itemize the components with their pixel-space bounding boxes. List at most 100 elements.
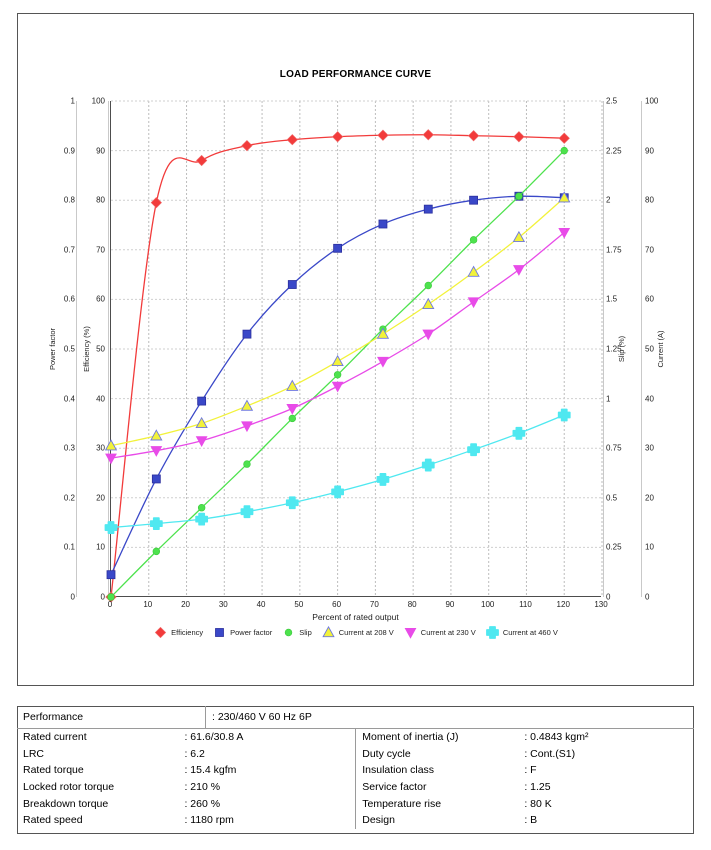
triangle-up-icon [322, 626, 335, 638]
data-point-triangle-down [558, 227, 571, 239]
data-point-circle [152, 547, 161, 556]
data-point-cross [467, 443, 480, 457]
data-point-triangle-up [467, 265, 480, 277]
axis-tick: 80 [96, 195, 105, 205]
data-point-cross [512, 426, 526, 440]
data-point-triangle-down [286, 404, 299, 415]
legend-item[interactable]: Current at 208 V [321, 626, 394, 639]
data-point-diamond [422, 129, 434, 141]
spec-label: Rated speed [23, 814, 83, 827]
x-axis-tick: 50 [294, 600, 304, 609]
data-point-circle [243, 460, 251, 468]
spec-value: : 260 % [184, 797, 221, 810]
axis-tick: 2 [606, 195, 611, 205]
axis-tick: 0.1 [63, 542, 75, 552]
table-row: Rated current: 61.6/30.8 A Moment of iner… [17, 729, 694, 746]
legend-item[interactable]: Power factor [212, 626, 272, 639]
axis-title-slip: Slip (%) [617, 335, 626, 363]
axis-tick: 20 [645, 493, 654, 503]
spec-value: : B [524, 814, 538, 827]
axis-tick: 50 [96, 344, 105, 354]
spec-label: Duty cycle [355, 745, 519, 763]
data-point-triangle-up [240, 399, 254, 411]
chart-legend: Efficiency Power factor Slip Current at 208… [0, 626, 711, 639]
x-axis-tick: 80 [407, 600, 417, 609]
axis-tick: 60 [645, 294, 654, 304]
axis-tick: 0.5 [606, 493, 618, 503]
spec-value: : 15.4 kgfm [184, 764, 237, 777]
legend-item[interactable]: Current at 460 V [485, 626, 558, 639]
data-point-square [242, 329, 252, 339]
spec-value: : F [524, 764, 537, 777]
axis-tick: 20 [96, 493, 105, 503]
axis-efficiency: 0 10 20 30 40 50 60 70 80 90 100 [79, 97, 105, 602]
spec-label: Design [355, 811, 519, 829]
data-point-square [333, 243, 343, 253]
spec-value: : 0.4843 kgm² [524, 731, 589, 744]
data-point-triangle-down [512, 265, 525, 276]
axis-tick: 0.4 [63, 394, 75, 404]
legend-label: Efficiency [171, 628, 204, 637]
axis-tick: 10 [645, 542, 654, 552]
axis-tick: 30 [96, 443, 105, 453]
data-point-triangle-down [467, 297, 480, 309]
table-divider [17, 728, 694, 729]
spec-label: Breakdown torque [23, 797, 109, 810]
x-axis-tick: 130 [594, 600, 608, 609]
axis-tick: 2.5 [606, 96, 618, 106]
data-point-diamond [467, 130, 480, 142]
legend-item[interactable]: Current at 230 V [403, 626, 476, 639]
data-point-triangle-up [558, 191, 571, 203]
axis-tick: 0.3 [63, 443, 75, 453]
x-axis-title: Percent of rated output [312, 612, 399, 622]
axis-tick: 0 [606, 592, 611, 602]
table-row: LRC: 6.2 Duty cycle: Cont.(S1) [17, 745, 694, 763]
axis-tick: 1 [606, 394, 611, 404]
axis-tick: 100 [645, 96, 659, 106]
data-point-circle [560, 146, 568, 155]
axis-tick: 2.25 [606, 146, 622, 156]
data-point-square [197, 396, 207, 406]
specs-body-table: Rated current: 61.6/30.8 A Moment of iner… [17, 729, 694, 829]
axis-tick: 40 [96, 394, 105, 404]
cross-icon [485, 626, 499, 639]
spec-label: Rated torque [23, 764, 84, 777]
legend-item[interactable]: Efficiency [153, 626, 203, 639]
data-point-triangle-up [286, 379, 299, 391]
axis-tick: 1.5 [606, 294, 618, 304]
axis-tick: 0.2 [63, 493, 75, 503]
x-axis-tick: 70 [369, 600, 379, 609]
axis-tick: 100 [91, 96, 105, 106]
data-point-triangle-up [331, 354, 344, 367]
axis-tick: 0.75 [606, 443, 622, 453]
spec-label: Temperature rise [355, 795, 519, 812]
x-axis-tick: 40 [256, 600, 266, 609]
data-point-square [287, 280, 297, 289]
legend-item[interactable]: Slip [281, 626, 312, 639]
data-point-triangle-down [404, 627, 417, 639]
axis-tick: 0 [70, 592, 75, 602]
spec-label: Moment of inertia (J) [355, 729, 519, 746]
data-point-triangle-down [241, 421, 253, 433]
spec-value: : 61.6/30.8 A [184, 731, 244, 744]
x-axis-tick: 120 [556, 600, 570, 609]
data-point-circle [515, 192, 523, 200]
data-point-cross [485, 626, 499, 639]
axis-title-power-factor: Power factor [48, 327, 57, 371]
data-point-cross [376, 473, 390, 486]
spec-value: : 80 K [524, 797, 552, 810]
axis-tick: 0.6 [63, 294, 75, 304]
data-point-diamond [331, 131, 344, 143]
data-point-diamond [150, 197, 162, 209]
plot-area [104, 100, 603, 603]
data-point-cross [240, 505, 254, 519]
axis-tick: 60 [96, 294, 105, 304]
x-axis-tick: 10 [143, 600, 153, 609]
series-current-at-208-v [104, 191, 571, 451]
x-axis-tick: 100 [481, 600, 495, 609]
axis-tick: 50 [645, 344, 654, 354]
axis-tick: 0 [100, 592, 105, 602]
data-point-cross [421, 458, 435, 472]
x-axis-tick: 30 [218, 600, 228, 609]
